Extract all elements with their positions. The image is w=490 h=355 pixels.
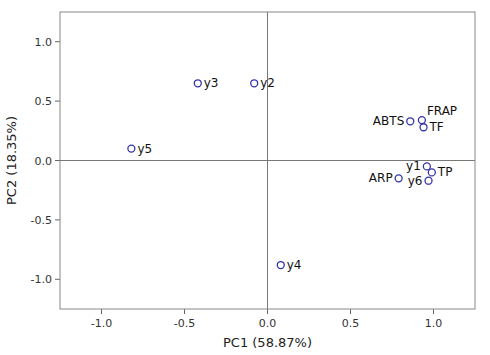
point bbox=[428, 169, 435, 176]
point-label: y6 bbox=[408, 174, 423, 188]
point bbox=[251, 80, 258, 87]
y-tick bbox=[55, 160, 60, 161]
y-axis-label: PC2 (18.35%) bbox=[4, 116, 19, 205]
x-tick bbox=[350, 309, 351, 314]
plot-frame bbox=[60, 12, 475, 309]
y-tick-label: 0.0 bbox=[35, 155, 53, 168]
x-tick bbox=[184, 309, 185, 314]
y-tick-label: -1.0 bbox=[31, 273, 52, 286]
y-tick bbox=[55, 279, 60, 280]
y-tick bbox=[55, 219, 60, 220]
point-label: y4 bbox=[287, 258, 302, 272]
point-label: y3 bbox=[204, 76, 219, 90]
point bbox=[395, 175, 402, 182]
point-label: ARP bbox=[369, 171, 393, 185]
point-label: TF bbox=[429, 120, 444, 134]
point-label: y2 bbox=[260, 76, 275, 90]
point-label: ABTS bbox=[373, 114, 404, 128]
point bbox=[420, 124, 427, 131]
y-tick-label: 1.0 bbox=[35, 36, 53, 49]
x-tick bbox=[433, 309, 434, 314]
point bbox=[423, 163, 430, 170]
point-label: TP bbox=[437, 165, 453, 179]
x-tick bbox=[267, 309, 268, 314]
point bbox=[407, 118, 414, 125]
y-tick bbox=[55, 41, 60, 42]
x-tick-label: -0.5 bbox=[174, 317, 195, 330]
point-label: FRAP bbox=[427, 104, 457, 118]
point-label: y1 bbox=[406, 159, 421, 173]
point bbox=[128, 145, 135, 152]
x-tick-label: 0.0 bbox=[259, 317, 277, 330]
zero-line-v bbox=[267, 12, 268, 309]
x-tick-label: -1.0 bbox=[91, 317, 112, 330]
x-tick-label: 0.5 bbox=[342, 317, 360, 330]
points bbox=[128, 80, 435, 269]
point-label: y5 bbox=[137, 142, 152, 156]
y-tick bbox=[55, 101, 60, 102]
point bbox=[418, 117, 425, 124]
y-tick-label: 0.5 bbox=[35, 95, 53, 108]
point bbox=[425, 177, 432, 184]
x-tick-label: 1.0 bbox=[425, 317, 443, 330]
y-tick-label: -0.5 bbox=[31, 214, 52, 227]
chart: -1.0 -0.5 0.0 0.5 1.0 -1.0 -0.5 0.0 0.5 1.0 PC1 (5… bbox=[0, 0, 490, 355]
axes: -1.0 -0.5 0.0 0.5 1.0 -1.0 -0.5 0.0 0.5 1.0 bbox=[31, 36, 443, 330]
point bbox=[194, 80, 201, 87]
point bbox=[277, 262, 284, 269]
x-axis-label: PC1 (58.87%) bbox=[223, 335, 312, 350]
point-labels: y1 y2 y3 y4 y5 y6 ABTS FRAP TF ARP TP bbox=[137, 76, 457, 272]
x-tick bbox=[101, 309, 102, 314]
